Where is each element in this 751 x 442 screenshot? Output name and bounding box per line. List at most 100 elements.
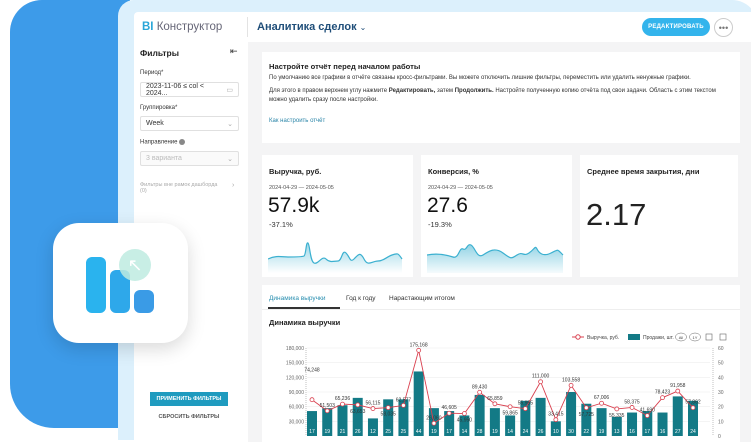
bar [337,405,348,436]
tab-year-over-year[interactable]: Год к году [346,295,376,302]
y-right-tick: 30 [718,390,724,396]
y-left-tick: 150,000 [286,361,304,367]
line-label: 33,415 [548,412,564,418]
line-label: 57,725 [579,412,595,418]
sparkline [268,242,403,273]
legend-line-icon [575,334,581,340]
y-right-tick: 60 [718,346,724,352]
bar [627,412,638,436]
kpi-value: 57.9k [268,194,320,217]
info-card: Настройте отчёт перед началом работы По … [262,52,740,143]
filters-title: Фильтры [140,48,179,58]
line-label: 67,006 [594,395,610,401]
line-label: 41,690 [640,408,656,414]
kpi-dates: 2024-04-29 — 2024-05-05 [428,185,493,191]
info-text: По умолчанию все графики в отчёте связан… [269,75,691,81]
period-label: Период* [140,70,164,76]
line-label: 89,430 [472,384,488,390]
line-label: 65,236 [335,396,351,402]
line-label: 74,248 [304,368,320,374]
revenue-line [311,350,694,424]
line-point [507,404,513,410]
range-button-label: 1Y [693,335,698,340]
bar [520,400,531,436]
bar [413,371,424,436]
zoom-out-icon[interactable] [719,333,727,341]
bar [688,400,698,436]
y-right-tick: 50 [718,361,724,367]
more-icon[interactable]: ••• [714,18,733,37]
direction-select[interactable]: 3 варианта ⌄ [140,151,239,166]
reset-filters-button[interactable]: СБРОСИТЬ ФИЛЬТРЫ [158,414,220,420]
bar [550,421,561,436]
line-label: 59,865 [502,411,518,417]
bar-label: 24 [523,429,529,435]
bar [307,411,317,436]
chevron-down-icon: ⌄ [227,120,233,128]
line-label: 63,653 [350,409,366,415]
chart-card: Динамика выручки Год к году Нарастающим … [262,285,740,442]
line-point [522,406,528,412]
period-input[interactable]: 2023-11-06 ≤ col < 2024... ▭ [140,82,239,97]
line-point [355,402,361,408]
bar-label: 21 [340,429,346,435]
bar-label: 19 [324,429,330,435]
bar-label: 22 [584,429,590,435]
app-icon: ↖ [53,223,188,343]
bar-label: 19 [599,429,605,435]
line-label: 46,605 [442,405,458,411]
line-point [583,405,589,411]
active-tab-indicator [268,307,340,309]
bar-label: 14 [462,429,468,435]
report-title-dropdown[interactable]: Аналитика сделок ⌄ [257,21,367,33]
apply-filters-button[interactable]: ПРИМЕНИТЬ ФИЛЬТРЫ [150,392,228,406]
line-point [324,408,330,414]
decorative-background [10,0,130,428]
bar [581,403,592,436]
bar [596,408,607,436]
line-point [492,401,498,407]
bar [642,411,653,436]
line-point [675,388,681,394]
line-point [446,410,452,416]
y-left-tick: 30,000 [289,419,305,425]
bar-icon-shape [134,290,154,313]
edit-button[interactable]: РЕДАКТИРОВАТЬ [642,18,710,36]
grouping-select[interactable]: Week ⌄ [140,116,239,131]
revenue-chart: 180,000 150,000 120,000 90,000 60,000 30,000 6… [286,332,727,440]
bar [566,392,577,436]
bar-label: 19 [431,429,437,435]
bar-label: 16 [629,429,635,435]
line-point [370,406,376,411]
bar [474,394,485,436]
bar-label: 12 [370,429,376,435]
y-right-tick: 20 [718,405,724,411]
bar-label: 14 [507,429,513,435]
bar-icon-shape [110,270,130,313]
kpi-dates: 2024-04-29 — 2024-05-05 [269,185,334,191]
divider [247,17,248,37]
y-right-tick: 10 [718,419,724,425]
zoom-in-icon[interactable] [705,333,713,341]
line-label: 55,955 [518,401,534,407]
collapse-sidebar-icon[interactable]: ⇤ [230,46,238,56]
tab-revenue-dynamics[interactable]: Динамика выручки [269,295,326,302]
bar-label: 26 [355,429,361,435]
how-to-setup-link[interactable]: Как настроить отчёт [269,117,326,124]
y-left-tick: 120,000 [286,375,304,381]
line-label: 56,115 [365,401,380,407]
divider [262,309,740,310]
range-button-1Y[interactable] [689,332,701,342]
outside-filters-link[interactable]: Фильтры вне рамок дашборда (0) [140,182,218,194]
bar-label: 16 [660,429,666,435]
legend-label: Выручка, руб. [587,335,619,341]
bar-label: 25 [401,429,407,435]
line-label: 103,558 [562,377,580,383]
kpi-value: 2.17 [586,197,647,232]
line-label: 57,862 [685,400,701,406]
bar [489,408,500,436]
chevron-right-icon: › [232,182,235,189]
bar-label: 10 [553,429,559,435]
range-button-All[interactable] [675,332,687,342]
tab-cumulative[interactable]: Нарастающим итогом [389,295,455,302]
